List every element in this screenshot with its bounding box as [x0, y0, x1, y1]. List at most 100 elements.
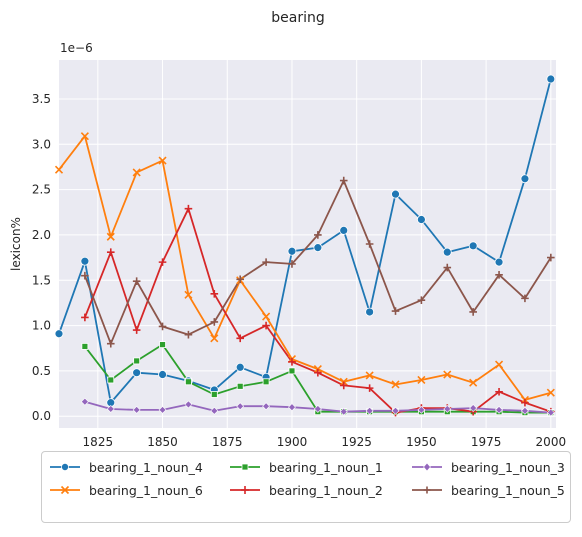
data-point-bearing_1_noun_6	[132, 168, 141, 177]
data-point-bearing_1_noun_3	[132, 405, 141, 414]
data-point-bearing_1_noun_6	[262, 312, 271, 321]
legend-label: bearing_1_noun_2	[269, 482, 383, 498]
data-point-bearing_1_noun_5	[132, 277, 141, 285]
data-point-bearing_1_noun_5	[495, 271, 503, 279]
data-point-bearing_1_noun_5	[106, 339, 115, 348]
data-point-bearing_1_noun_1	[185, 378, 192, 386]
data-point-bearing_1_noun_3	[521, 406, 529, 415]
y-tick-label: 1.5	[32, 273, 51, 287]
legend-swatch-noun-1	[230, 463, 260, 471]
data-point-bearing_1_noun_3	[339, 407, 348, 416]
data-point-bearing_1_noun_6	[210, 334, 219, 343]
data-point-bearing_1_noun_6	[546, 388, 555, 397]
data-point-bearing_1_noun_2	[210, 290, 219, 298]
data-point-bearing_1_noun_6	[158, 156, 167, 165]
data-point-bearing_1_noun_6	[106, 232, 115, 241]
y-scale-label: 1e−6	[60, 41, 93, 55]
data-point-bearing_1_noun_6	[184, 290, 193, 299]
legend-label: bearing_1_noun_6	[89, 482, 203, 498]
data-point-bearing_1_noun_4	[158, 370, 167, 379]
data-point-bearing_1_noun_3	[313, 405, 322, 413]
data-point-bearing_1_noun_6	[417, 375, 426, 385]
data-point-bearing_1_noun_5	[417, 296, 426, 304]
chart-title: bearing	[271, 10, 324, 26]
legend-swatch-noun-3	[412, 462, 442, 472]
data-point-bearing_1_noun_1	[288, 367, 296, 375]
x-axis-ticks: 1825 1850 1875 1900 1925 1950 1975 2000	[83, 435, 567, 449]
x-tick-label: 1825	[83, 435, 114, 449]
series-line-bearing_1_noun_6	[58, 135, 552, 401]
legend-item-noun-1: bearing_1_noun_1	[228, 457, 383, 477]
data-point-bearing_1_noun_2	[288, 358, 296, 366]
legend-swatch-noun-2	[230, 486, 260, 494]
y-tick-label: 2.0	[32, 228, 51, 242]
data-point-bearing_1_noun_2	[495, 387, 503, 396]
data-point-bearing_1_noun_4	[365, 307, 375, 317]
y-tick-label: 0.5	[32, 364, 51, 378]
data-point-bearing_1_noun_2	[106, 248, 115, 256]
data-point-bearing_1_noun_2	[521, 398, 529, 407]
data-point-bearing_1_noun_6	[365, 371, 374, 380]
data-point-bearing_1_noun_1	[236, 382, 244, 390]
x-tick-label: 2000	[536, 435, 567, 449]
data-point-bearing_1_noun_4	[287, 246, 297, 256]
data-point-bearing_1_noun_6	[469, 378, 478, 387]
data-point-bearing_1_noun_3	[288, 403, 296, 412]
data-point-bearing_1_noun_4	[520, 174, 530, 184]
data-point-bearing_1_noun_1	[81, 343, 89, 350]
data-point-bearing_1_noun_5	[339, 176, 348, 185]
data-point-bearing_1_noun_5	[184, 330, 193, 339]
data-point-bearing_1_noun_5	[81, 271, 89, 280]
y-tick-label: 2.5	[32, 183, 51, 197]
data-point-bearing_1_noun_6	[443, 370, 452, 379]
y-tick-label: 0.0	[32, 409, 51, 423]
data-point-bearing_1_noun_5	[236, 275, 244, 284]
data-point-bearing_1_noun_2	[339, 381, 348, 390]
data-point-bearing_1_noun_1	[262, 378, 270, 386]
grid-lines	[59, 60, 556, 428]
data-point-bearing_1_noun_4	[416, 215, 426, 224]
data-point-bearing_1_noun_4	[391, 189, 400, 199]
data-point-bearing_1_noun_5	[547, 253, 555, 262]
data-point-bearing_1_noun_6	[80, 132, 89, 141]
y-axis-label: lexicon%	[9, 217, 23, 271]
data-point-bearing_1_noun_3	[546, 408, 555, 417]
data-point-bearing_1_noun_2	[184, 204, 193, 213]
data-point-bearing_1_noun_1	[107, 376, 115, 384]
data-point-bearing_1_noun_3	[365, 406, 374, 415]
y-tick-label: 3.5	[32, 92, 51, 106]
legend-label: bearing_1_noun_5	[451, 482, 565, 498]
data-point-bearing_1_noun_4	[132, 368, 142, 378]
data-point-bearing_1_noun_3	[469, 404, 478, 412]
data-point-bearing_1_noun_3	[158, 405, 167, 414]
data-point-bearing_1_noun_4	[80, 256, 90, 266]
x-tick-label: 1900	[277, 435, 308, 449]
legend-label: bearing_1_noun_3	[451, 459, 565, 475]
data-point-bearing_1_noun_5	[365, 240, 374, 248]
data-point-bearing_1_noun_3	[262, 402, 271, 411]
data-point-bearing_1_noun_4	[313, 243, 323, 253]
data-point-bearing_1_noun_3	[210, 406, 219, 415]
data-point-bearing_1_noun_5	[158, 322, 167, 331]
data-point-bearing_1_noun_2	[158, 258, 167, 266]
legend-swatch-noun-4	[50, 463, 80, 471]
data-point-bearing_1_noun_3	[106, 405, 115, 413]
data-point-bearing_1_noun_5	[288, 260, 296, 268]
y-axis-ticks: 0.0 0.5 1.0 1.5 2.0 2.5 3.0 3.5	[32, 92, 51, 423]
data-point-bearing_1_noun_2	[262, 321, 270, 330]
data-point-bearing_1_noun_3	[443, 405, 452, 413]
data-point-bearing_1_noun_3	[80, 397, 89, 406]
data-point-bearing_1_noun_1	[159, 341, 166, 349]
x-tick-label: 1975	[471, 435, 502, 449]
data-point-bearing_1_noun_6	[54, 165, 64, 174]
x-tick-label: 1925	[341, 435, 372, 449]
data-point-bearing_1_noun_5	[262, 258, 270, 266]
data-point-bearing_1_noun_5	[443, 263, 452, 272]
data-point-bearing_1_noun_2	[132, 326, 141, 334]
data-point-bearing_1_noun_4	[468, 241, 478, 251]
data-point-bearing_1_noun_3	[236, 402, 245, 411]
y-tick-label: 1.0	[32, 319, 51, 333]
legend-item-noun-4: bearing_1_noun_4	[48, 457, 203, 477]
data-point-bearing_1_noun_4	[339, 226, 349, 235]
legend-item-noun-3: bearing_1_noun_3	[410, 457, 565, 477]
